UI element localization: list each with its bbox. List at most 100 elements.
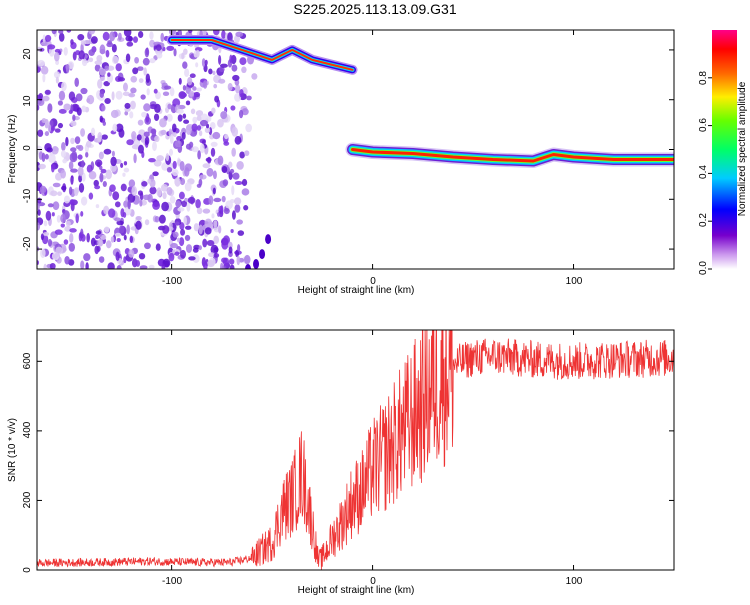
noise-blob (218, 78, 226, 84)
noise-blob (196, 125, 202, 131)
noise-blob (99, 90, 105, 98)
noise-blob (236, 219, 243, 225)
noise-blob (223, 207, 230, 215)
bottom-y-tick-label: 600 (22, 352, 33, 369)
noise-blob (228, 246, 233, 254)
noise-blob (108, 208, 116, 218)
noise-blob (221, 257, 228, 264)
noise-blob (219, 63, 228, 68)
noise-blob (43, 220, 48, 227)
noise-blob (63, 239, 69, 245)
noise-blob (65, 136, 69, 147)
noise-blob (204, 59, 208, 66)
noise-blob (61, 141, 66, 152)
noise-blob (197, 150, 201, 160)
noise-blob (81, 105, 87, 113)
noise-blob (57, 122, 64, 129)
noise-blob (115, 251, 120, 262)
noise-blob (94, 245, 99, 255)
top-x-tick-label: -100 (162, 276, 182, 287)
noise-blob (169, 196, 176, 204)
noise-blob (39, 185, 47, 194)
noise-blob (137, 190, 143, 196)
noise-blob (149, 186, 157, 195)
noise-blob (236, 255, 241, 266)
noise-blob (202, 208, 211, 214)
noise-blob (37, 260, 40, 265)
chart-title: S225.2025.113.13.09.G31 (293, 1, 456, 17)
noise-blob (211, 213, 215, 219)
noise-blob (42, 95, 50, 102)
noise-blob (94, 60, 103, 66)
noise-blob (37, 104, 40, 111)
noise-blob (80, 196, 88, 206)
noise-blob (165, 153, 170, 162)
noise-blob (88, 192, 94, 200)
noise-blob (101, 134, 108, 140)
noise-blob (223, 141, 230, 146)
noise-blob (86, 232, 90, 243)
noise-blob (68, 242, 76, 252)
noise-blob (241, 188, 250, 196)
noise-blob (177, 114, 183, 122)
noise-blob (220, 262, 224, 269)
noise-blob (259, 249, 266, 260)
noise-blob (95, 230, 102, 235)
noise-blob (211, 107, 216, 114)
noise-blob (90, 127, 96, 137)
noise-blob (221, 166, 228, 173)
noise-blob (88, 49, 95, 56)
noise-blob (96, 161, 101, 168)
noise-blob (137, 119, 144, 126)
noise-blob (184, 234, 191, 242)
noise-blob (176, 237, 181, 243)
noise-blob (47, 203, 54, 208)
noise-blob (138, 78, 144, 83)
colorbar-tick-label: 0.6 (698, 118, 709, 132)
noise-blob (143, 67, 147, 76)
noise-blob (229, 54, 233, 64)
noise-blob (77, 166, 84, 177)
noise-blob (138, 252, 146, 260)
noise-blob (47, 44, 56, 50)
noise-blob (54, 48, 61, 53)
noise-blob (125, 53, 131, 63)
noise-blob (183, 119, 190, 124)
noise-blob (115, 90, 123, 100)
bottom-y-axis-label: SNR (10 * v/v) (7, 418, 18, 482)
noise-blob (159, 118, 167, 128)
noise-blob (49, 262, 56, 269)
noise-blob (139, 66, 144, 71)
noise-blob (210, 141, 218, 147)
noise-blob (70, 120, 77, 127)
noise-blob (198, 224, 203, 235)
noise-blob (202, 163, 211, 169)
noise-blob (187, 77, 193, 86)
noise-blob (221, 240, 229, 250)
noise-blob (55, 246, 63, 255)
noise-blob (131, 144, 140, 150)
noise-blob (161, 162, 169, 171)
noise-blob (78, 183, 85, 193)
noise-blob (86, 94, 95, 105)
noise-blob (70, 137, 75, 145)
noise-blob (143, 103, 151, 112)
noise-blob (118, 225, 125, 234)
noise-blob (132, 67, 139, 75)
noise-blob (213, 83, 218, 89)
noise-blob (42, 34, 46, 44)
noise-blob (160, 184, 169, 192)
noise-blob (156, 52, 163, 59)
top-x-axis-label: Height of straight line (km) (298, 285, 415, 296)
noise-blob (160, 32, 165, 43)
noise-blob (193, 244, 201, 250)
noise-blob (65, 64, 70, 70)
noise-blob (147, 178, 152, 184)
noise-blob (109, 184, 116, 192)
noise-blob (75, 93, 83, 102)
noise-blob (204, 127, 211, 134)
noise-blob (68, 161, 74, 170)
noise-blob (169, 133, 174, 144)
noise-blob (44, 34, 52, 42)
noise-blob (45, 210, 52, 221)
